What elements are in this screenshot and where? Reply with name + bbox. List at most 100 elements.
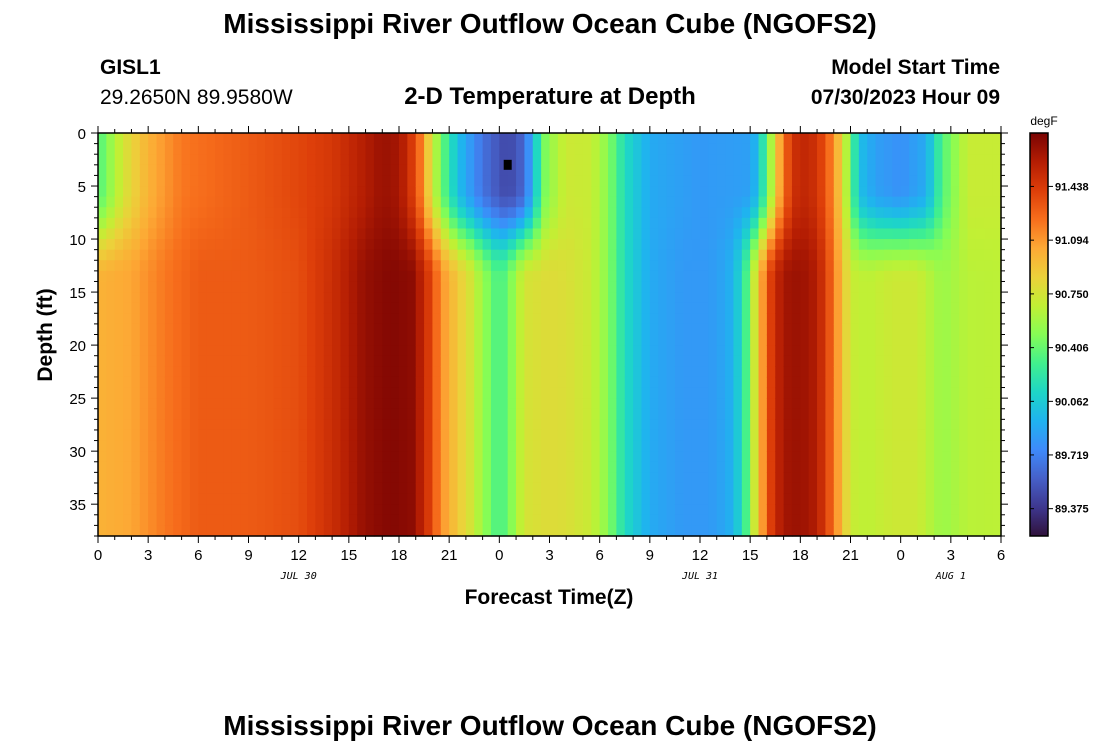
heatmap-cell — [290, 154, 300, 166]
heatmap-cell — [758, 408, 768, 420]
heatmap-cell — [499, 514, 509, 526]
heatmap-cell — [683, 186, 693, 198]
heatmap-cell — [114, 429, 124, 442]
heatmap-cell — [399, 154, 408, 166]
heatmap-cell — [641, 429, 651, 442]
heatmap-cell — [633, 154, 643, 166]
heatmap-cell — [950, 270, 960, 283]
heatmap-cell — [950, 493, 960, 505]
heatmap-cell — [465, 525, 475, 537]
heatmap-cell — [399, 175, 408, 187]
heatmap-cell — [549, 408, 559, 420]
heatmap-cell — [189, 249, 199, 261]
heatmap-cell — [649, 504, 659, 516]
heatmap-cell — [574, 345, 584, 357]
heatmap-cell — [909, 249, 918, 261]
heatmap-cell — [148, 461, 158, 473]
heatmap-cell — [307, 260, 316, 272]
heatmap-cell — [206, 281, 216, 293]
heatmap-cell — [206, 376, 216, 389]
heatmap-cell — [892, 186, 902, 198]
heatmap-cell — [566, 482, 576, 495]
heatmap-cell — [557, 164, 567, 177]
heatmap-cell — [641, 175, 651, 187]
heatmap-cell — [766, 281, 776, 293]
heatmap-cell — [340, 207, 350, 219]
heatmap-cell — [975, 133, 985, 145]
heatmap-cell — [373, 323, 383, 336]
heatmap-cell — [875, 408, 885, 420]
heatmap-cell — [189, 323, 199, 336]
heatmap-cell — [825, 133, 835, 145]
heatmap-cell — [365, 461, 375, 473]
heatmap-cell — [608, 514, 617, 526]
heatmap-cell — [139, 419, 149, 431]
heatmap-cell — [482, 461, 492, 473]
heatmap-cell — [624, 440, 634, 452]
heatmap-cell — [892, 292, 902, 304]
heatmap-cell — [98, 143, 107, 155]
heatmap-cell — [900, 408, 910, 420]
heatmap-cell — [624, 419, 634, 431]
heatmap-cell — [850, 249, 860, 261]
heatmap-cell — [474, 461, 484, 473]
heatmap-cell — [766, 249, 776, 261]
heatmap-cell — [741, 504, 751, 516]
heatmap-cell — [457, 143, 467, 155]
heatmap-cell — [716, 387, 726, 399]
heatmap-cell — [909, 345, 918, 357]
heatmap-cell — [641, 270, 651, 283]
heatmap-cell — [758, 398, 768, 410]
x-tick-label: 12 — [290, 547, 307, 564]
heatmap-cell — [883, 228, 893, 240]
heatmap-cell — [424, 451, 434, 463]
heatmap-cell — [683, 249, 693, 261]
heatmap-cell — [549, 260, 559, 272]
heatmap-cell — [817, 387, 827, 399]
heatmap-cell — [700, 302, 709, 314]
heatmap-cell — [424, 345, 434, 357]
heatmap-cell — [775, 387, 785, 399]
heatmap-cell — [700, 133, 709, 145]
heatmap-cell — [775, 334, 785, 346]
heatmap-cell — [373, 207, 383, 219]
heatmap-cell — [683, 143, 693, 155]
heatmap-cell — [800, 472, 810, 484]
x-tick-label: 18 — [792, 547, 809, 564]
heatmap-cell — [783, 355, 793, 367]
heatmap-cell — [934, 398, 944, 410]
heatmap-cell — [273, 472, 283, 484]
heatmap-cell — [649, 270, 659, 283]
heatmap-cell — [825, 525, 835, 537]
heatmap-cell — [791, 376, 801, 389]
heatmap-cell — [616, 175, 626, 187]
heatmap-cell — [348, 186, 358, 198]
heatmap-cell — [984, 493, 994, 505]
heatmap-cell — [817, 154, 827, 166]
heatmap-cell — [131, 154, 141, 166]
heatmap-cell — [114, 323, 124, 336]
heatmap-cell — [499, 451, 509, 463]
heatmap-cell — [516, 504, 526, 516]
heatmap-cell — [649, 143, 659, 155]
heatmap-cell — [783, 154, 793, 166]
heatmap-cell — [566, 504, 576, 516]
heatmap-cell — [290, 514, 300, 526]
heatmap-cell — [750, 302, 760, 314]
heatmap-cell — [240, 482, 250, 495]
heatmap-cell — [256, 133, 266, 145]
heatmap-cell — [791, 154, 801, 166]
heatmap-cell — [817, 249, 827, 261]
heatmap-cell — [474, 387, 484, 399]
heatmap-cell — [624, 366, 634, 378]
heatmap-cell — [156, 514, 166, 526]
heatmap-cell — [290, 323, 300, 336]
heatmap-cell — [549, 302, 559, 314]
heatmap-cell — [189, 493, 199, 505]
heatmap-cell — [315, 133, 325, 145]
heatmap-cell — [934, 217, 944, 230]
heatmap-cell — [365, 419, 375, 431]
heatmap-cell — [766, 186, 776, 198]
heatmap-cell — [465, 302, 475, 314]
heatmap-cell — [507, 514, 517, 526]
